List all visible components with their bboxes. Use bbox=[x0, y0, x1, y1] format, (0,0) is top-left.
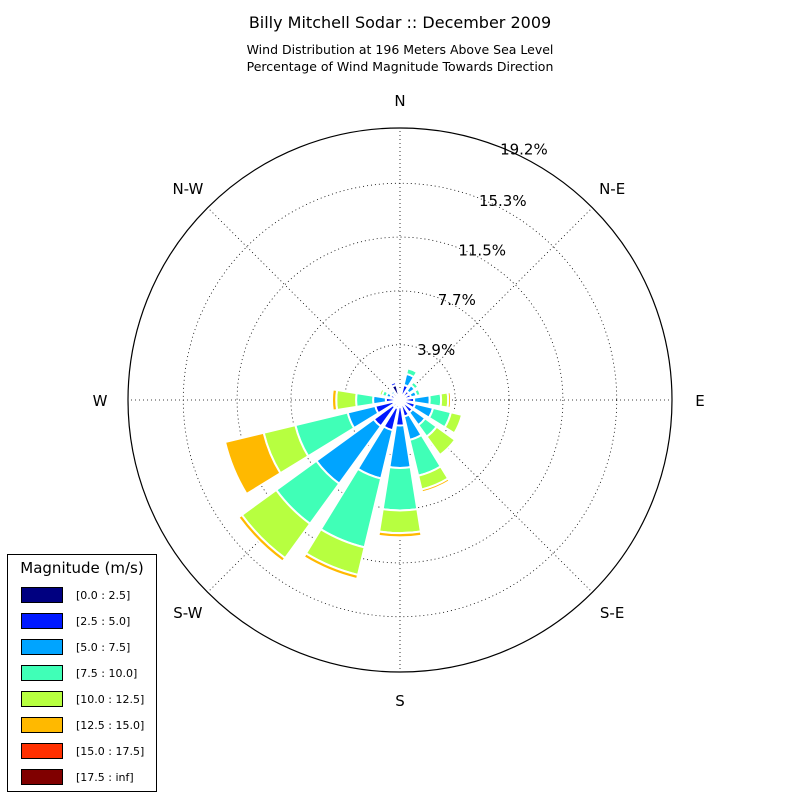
wind-sectors bbox=[223, 367, 464, 581]
legend-swatch bbox=[21, 639, 63, 655]
wind-sector-bar bbox=[425, 425, 457, 457]
direction-label: E bbox=[695, 392, 704, 410]
wind-sector-bar bbox=[378, 507, 422, 535]
legend-swatch bbox=[21, 691, 63, 707]
legend-label: [10.0 : 12.5] bbox=[76, 693, 145, 706]
wind-sector-bar bbox=[388, 388, 395, 395]
wind-sector-bar bbox=[237, 513, 287, 563]
wind-sector-bar bbox=[443, 411, 464, 435]
legend-swatch bbox=[21, 613, 63, 629]
legend-title: Magnitude (m/s) bbox=[20, 559, 144, 577]
wind-sector-bar bbox=[335, 388, 358, 412]
wind-sector-bar bbox=[413, 387, 422, 398]
wind-sector-bar bbox=[331, 388, 339, 412]
wind-sector-bar bbox=[446, 390, 452, 410]
wind-sector-bar bbox=[378, 387, 386, 397]
chart-subtitle-line-1: Wind Distribution at 196 Meters Above Se… bbox=[247, 42, 554, 57]
direction-label: S bbox=[395, 692, 405, 710]
legend-label: [12.5 : 15.0] bbox=[76, 719, 145, 732]
wind-sector-bar bbox=[405, 367, 419, 379]
radial-tick-label: 3.9% bbox=[417, 341, 455, 359]
grid-spoke bbox=[207, 207, 401, 401]
legend-swatch bbox=[21, 587, 63, 603]
wind-sector-bar bbox=[377, 530, 423, 539]
direction-label: N-W bbox=[172, 180, 203, 198]
radial-tick-label: 15.3% bbox=[479, 192, 527, 210]
wind-sector-bar bbox=[428, 392, 443, 408]
legend-swatch bbox=[21, 717, 63, 733]
radial-tick-label: 11.5% bbox=[458, 241, 506, 259]
direction-label: N bbox=[394, 92, 405, 110]
radial-tick-labels: 3.9% 7.7% 11.5% 15.3% 19.2% bbox=[417, 141, 548, 359]
grid-ring bbox=[236, 236, 564, 564]
grid-ring bbox=[290, 290, 510, 510]
polar-frame bbox=[127, 127, 673, 673]
direction-label: S-W bbox=[173, 604, 202, 622]
direction-label: W bbox=[93, 392, 108, 410]
direction-label: S-E bbox=[600, 604, 624, 622]
chart-title: Billy Mitchell Sodar :: December 2009 bbox=[249, 13, 551, 32]
legend-label: [5.0 : 7.5] bbox=[76, 641, 131, 654]
legend-label: [0.0 : 2.5] bbox=[76, 589, 131, 602]
legend-swatch bbox=[21, 665, 63, 681]
wind-sector-bar bbox=[355, 391, 375, 409]
wind-sector-bar bbox=[381, 466, 419, 512]
legend-label: [17.5 : inf] bbox=[76, 771, 134, 784]
wind-sector-bar bbox=[389, 380, 398, 389]
wind-sector-bar bbox=[420, 477, 451, 494]
grid-ring bbox=[344, 344, 456, 456]
legend-label: [15.0 : 17.5] bbox=[76, 745, 145, 758]
chart-subtitle-line-2: Percentage of Wind Magnitude Towards Dir… bbox=[247, 59, 554, 74]
legend-swatch bbox=[21, 769, 63, 785]
radial-tick-label: 7.7% bbox=[438, 291, 476, 309]
grid-spoke bbox=[399, 207, 593, 401]
wind-sector-bar bbox=[223, 431, 282, 496]
direction-label: N-E bbox=[599, 180, 625, 198]
wind-sector-bar bbox=[409, 380, 420, 391]
legend-label: [2.5 : 5.0] bbox=[76, 615, 131, 628]
wind-sector-bar bbox=[302, 552, 360, 581]
legend: Magnitude (m/s) [0.0 : 2.5] [2.5 : 5.0] [5… bbox=[7, 554, 157, 792]
legend-label: [7.5 : 10.0] bbox=[76, 667, 138, 680]
direction-labels: N N-E E S-E S S-W W N-W bbox=[93, 92, 705, 710]
radial-tick-label: 19.2% bbox=[500, 141, 548, 159]
legend-swatch bbox=[21, 743, 63, 759]
